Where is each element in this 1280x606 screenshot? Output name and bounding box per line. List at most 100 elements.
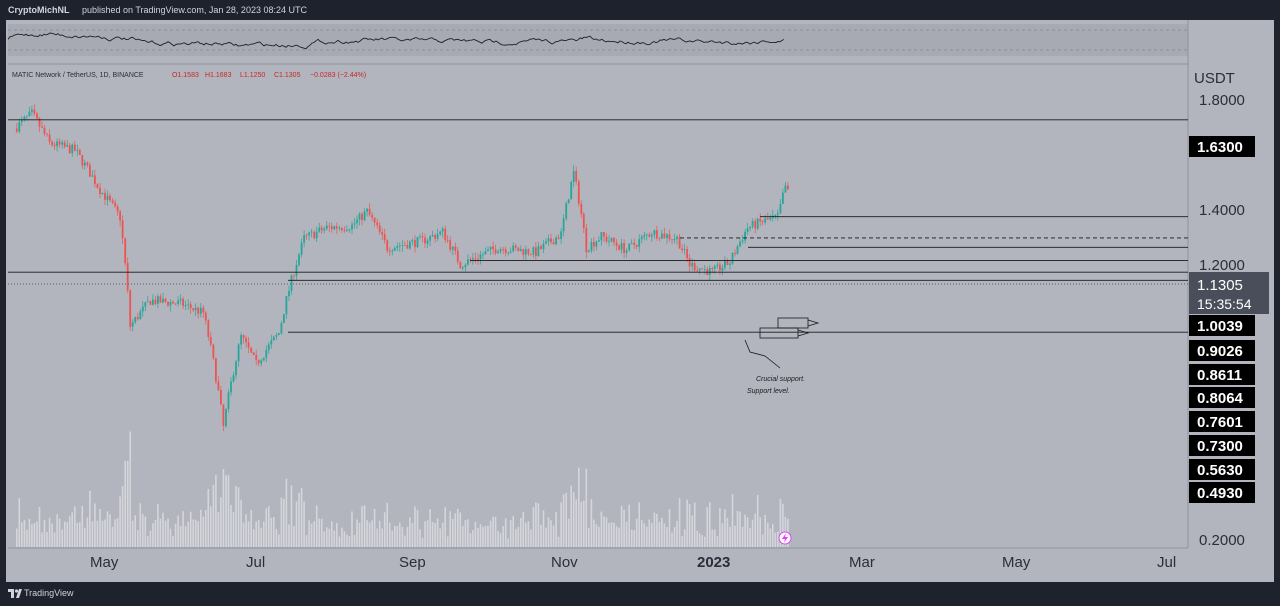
candle-body bbox=[451, 246, 454, 250]
author-name[interactable]: CryptoMichNL bbox=[8, 5, 70, 15]
candle-body bbox=[688, 258, 691, 267]
level-label-bg-0 bbox=[1189, 136, 1255, 157]
volume-bar bbox=[615, 526, 618, 547]
candle-body bbox=[144, 302, 147, 307]
volume-bar bbox=[434, 523, 436, 547]
volume-bar bbox=[346, 534, 348, 547]
footer-brand[interactable]: TradingView bbox=[24, 588, 74, 598]
volume-bar bbox=[600, 511, 603, 547]
volume-bar bbox=[731, 494, 734, 547]
candle-body bbox=[247, 342, 250, 348]
candle-body bbox=[114, 202, 116, 207]
volume-bar bbox=[583, 500, 585, 547]
volume-bar bbox=[225, 475, 227, 547]
candle-body bbox=[396, 246, 399, 248]
candle-body bbox=[313, 231, 316, 239]
y-tick-0-2: 0.2000 bbox=[1199, 532, 1245, 549]
volume-bar bbox=[625, 521, 628, 547]
volume-bar bbox=[446, 536, 449, 547]
volume-bar bbox=[142, 514, 144, 547]
candle-body bbox=[424, 237, 426, 244]
volume-bar bbox=[620, 505, 623, 547]
candle-body bbox=[769, 217, 772, 220]
volume-bar bbox=[567, 518, 570, 547]
volume-bar bbox=[250, 510, 252, 547]
volume-bar bbox=[494, 516, 497, 547]
candle-body bbox=[245, 338, 247, 343]
candle-body bbox=[33, 109, 36, 114]
candle-body bbox=[686, 249, 688, 259]
volume-bar bbox=[280, 497, 283, 547]
volume-bar bbox=[492, 516, 494, 547]
volume-bar bbox=[278, 534, 280, 547]
candle-body bbox=[73, 144, 76, 151]
candle-body bbox=[782, 192, 784, 204]
volume-bar bbox=[782, 503, 784, 547]
candle-body bbox=[164, 298, 167, 302]
volume-bar bbox=[419, 529, 421, 547]
candle-body bbox=[378, 225, 381, 232]
volume-bar bbox=[472, 530, 474, 547]
volume-bar bbox=[318, 518, 320, 547]
volume-bar bbox=[200, 509, 202, 547]
volume-bar bbox=[320, 519, 323, 547]
volume-bar bbox=[588, 528, 590, 547]
candle-body bbox=[610, 237, 613, 242]
candle-body bbox=[474, 258, 477, 259]
candle-body bbox=[167, 301, 169, 306]
candle-body bbox=[66, 145, 69, 147]
volume-bar bbox=[308, 520, 310, 547]
candle-body bbox=[305, 235, 308, 237]
level-labels: 1.6300 1.0039 0.9026 0.8611 0.8064 0.7601 0.73… bbox=[1189, 136, 1255, 503]
volume-bar bbox=[94, 503, 96, 547]
candle-body bbox=[348, 229, 351, 231]
volume-bar bbox=[646, 526, 648, 547]
volume-bar bbox=[358, 522, 361, 547]
level-label-5: 0.7601 bbox=[1197, 414, 1243, 431]
candle-body bbox=[298, 254, 300, 266]
support-drawings bbox=[744, 317, 820, 369]
candle-body bbox=[693, 263, 696, 271]
volume-bar bbox=[363, 505, 366, 547]
candle-body bbox=[368, 208, 371, 215]
volume-bar bbox=[439, 528, 441, 547]
candle-body bbox=[192, 308, 195, 311]
volume-bar bbox=[761, 534, 764, 547]
volume-bar bbox=[618, 527, 620, 547]
candle-body bbox=[537, 246, 540, 256]
candle-body bbox=[744, 231, 746, 241]
volume-bar bbox=[719, 507, 721, 547]
volume-bar bbox=[653, 512, 656, 547]
annotation-crucial: Crucial support. bbox=[756, 376, 805, 383]
volume-bar bbox=[552, 525, 555, 547]
candle-body bbox=[618, 245, 620, 250]
volume-bar bbox=[235, 486, 237, 547]
level-label-bg-2 bbox=[1189, 340, 1255, 361]
candle-body bbox=[724, 260, 726, 268]
candle-body bbox=[182, 298, 184, 306]
volume-bar bbox=[232, 512, 235, 547]
volume-bar bbox=[663, 523, 666, 547]
volume-bar bbox=[429, 509, 431, 547]
candle-body bbox=[595, 241, 598, 247]
volume-bar bbox=[678, 498, 681, 547]
volume-bar bbox=[121, 486, 124, 547]
volume-bar bbox=[426, 520, 429, 547]
volume-bar bbox=[421, 537, 424, 547]
level-label-0: 1.6300 bbox=[1197, 139, 1243, 156]
volume-bar bbox=[129, 431, 131, 547]
volume-bar bbox=[482, 526, 484, 547]
volume-bar bbox=[517, 526, 520, 547]
y-tick-1-4: 1.4000 bbox=[1199, 202, 1245, 219]
volume-bar bbox=[409, 517, 411, 547]
volume-bar bbox=[613, 522, 615, 547]
candle-body bbox=[532, 247, 535, 255]
volume-bar bbox=[101, 520, 104, 547]
volume-bar bbox=[474, 521, 477, 547]
volume-bar bbox=[247, 521, 250, 547]
candle-body bbox=[696, 270, 699, 272]
candle-body bbox=[419, 236, 421, 238]
candle-body bbox=[492, 246, 494, 250]
candle-body bbox=[222, 404, 225, 426]
